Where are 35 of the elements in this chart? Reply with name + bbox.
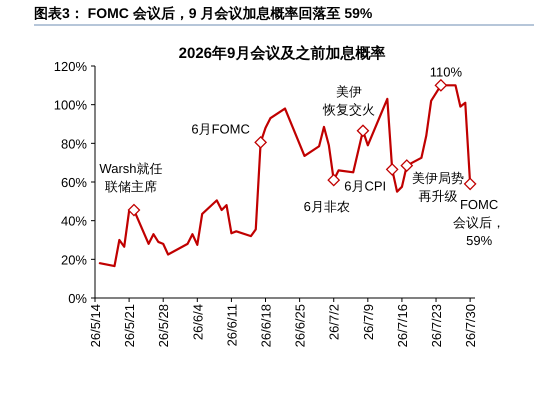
- annotation: 美伊恢复交火: [322, 84, 375, 117]
- x-tick-label: 26/7/9: [360, 304, 376, 340]
- point: [386, 163, 398, 176]
- x-tick-label: 26/7/30: [463, 304, 478, 348]
- x-tick-label: 26/5/21: [122, 304, 138, 348]
- y-tick-label: 40%: [60, 214, 88, 229]
- point: [464, 178, 476, 190]
- point: [400, 159, 413, 172]
- chart-title: 图表3： FOMC 会议后，9 月会议加息概率回落至 59%: [34, 5, 373, 21]
- annotation: 6月CPI: [344, 178, 386, 194]
- chart-subtitle: 2026年9月会议及之前加息概率: [178, 44, 386, 62]
- x-tick-label: 26/5/28: [156, 304, 172, 348]
- x-tick-label: 26/7/16: [394, 304, 410, 348]
- y-tick-label: 20%: [60, 252, 88, 268]
- x-tick-label: 26/5/14: [88, 304, 103, 348]
- point: [434, 79, 448, 92]
- x-tick-label: 26/6/4: [190, 304, 206, 340]
- annotation: Warsh就任联储主席: [99, 161, 163, 194]
- annotation: 6月FOMC: [191, 121, 250, 136]
- point: [328, 174, 340, 186]
- y-tick-label: 100%: [54, 98, 88, 113]
- x-tick-label: 26/7/23: [429, 304, 444, 348]
- x-tick-label: 26/6/25: [292, 304, 308, 348]
- y-tick-label: 60%: [60, 175, 88, 190]
- point: [128, 204, 140, 216]
- point: [254, 136, 267, 149]
- x-tick-label: 26/7/2: [326, 304, 342, 340]
- y-tick-label: 80%: [60, 136, 88, 152]
- annotation: 6月非农: [304, 199, 350, 214]
- x-tick-label: 26/6/18: [258, 304, 274, 348]
- point: [356, 124, 370, 137]
- annotation: 110%: [430, 64, 462, 80]
- y-tick-label: 120%: [54, 59, 88, 74]
- y-tick-label: 0%: [68, 291, 88, 306]
- x-tick-label: 26/6/11: [224, 304, 240, 346]
